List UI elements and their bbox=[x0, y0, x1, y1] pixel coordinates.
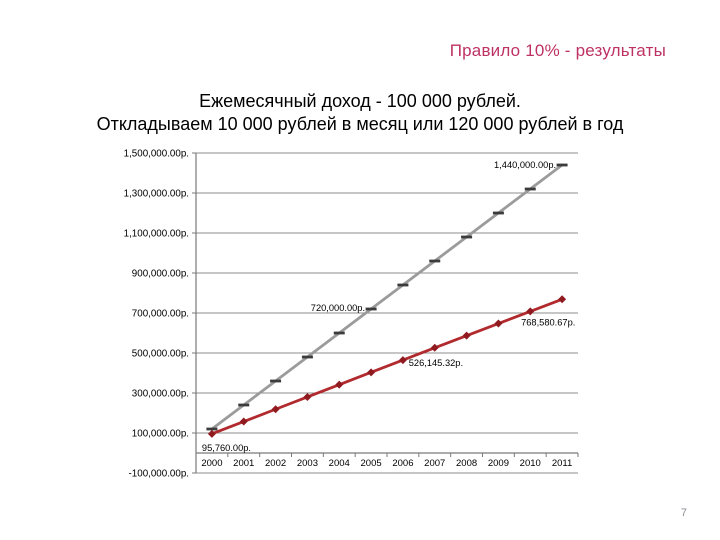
gray-line-marker bbox=[270, 379, 282, 383]
data-point-label: 768,580.67р. bbox=[521, 317, 575, 327]
data-point-label: 526,145.32р. bbox=[409, 358, 463, 368]
gray-line-marker bbox=[206, 427, 218, 431]
x-axis-year-label: 2001 bbox=[233, 458, 254, 469]
red-line-marker bbox=[430, 343, 439, 352]
y-axis-tick-label: 1,100,000.00р. bbox=[124, 229, 189, 240]
data-point-label: 720,000.00р. bbox=[311, 303, 365, 313]
red-line-marker bbox=[494, 319, 503, 328]
red-line-marker bbox=[462, 331, 471, 340]
gray-line-marker bbox=[492, 211, 504, 215]
x-axis-year-label: 2010 bbox=[520, 458, 541, 469]
x-axis-year-label: 2008 bbox=[456, 458, 477, 469]
y-axis-tick-label: 700,000.00р. bbox=[132, 309, 189, 320]
gray-line-marker bbox=[301, 355, 313, 359]
x-axis-year-label: 2000 bbox=[201, 458, 222, 469]
y-axis-tick-label: 1,500,000.00р. bbox=[124, 149, 189, 160]
gray-line-marker bbox=[556, 163, 568, 167]
x-axis-year-label: 2005 bbox=[361, 458, 382, 469]
gray-line-marker bbox=[397, 283, 409, 287]
red-line-path bbox=[210, 297, 564, 436]
red-line-marker bbox=[239, 417, 248, 426]
x-axis-year-label: 2011 bbox=[552, 458, 572, 469]
red-line-marker bbox=[335, 380, 344, 389]
gray-line-marker bbox=[238, 403, 250, 407]
x-axis-year-label: 2003 bbox=[297, 458, 318, 469]
x-axis-year-label: 2002 bbox=[265, 458, 286, 469]
gray-line-marker bbox=[429, 259, 441, 263]
slide-title: Правило 10% - результаты bbox=[449, 41, 666, 60]
data-point-label: 1,440,000.00р. bbox=[494, 160, 556, 170]
gray-line-path bbox=[210, 163, 564, 431]
subtitle-line-1: Ежемесячный доход - 100 000 рублей. bbox=[199, 91, 521, 111]
red-line-marker bbox=[271, 405, 280, 414]
data-point-label: 95,760.00р. bbox=[202, 443, 251, 453]
gray-line-marker bbox=[461, 235, 473, 239]
red-line-marker bbox=[558, 295, 567, 304]
slide-subtitle: Ежемесячный доход - 100 000 рублей. Откл… bbox=[0, 90, 720, 136]
red-line-marker bbox=[303, 392, 312, 401]
page-number: 7 bbox=[680, 507, 687, 519]
x-axis-year-label: 2009 bbox=[488, 458, 509, 469]
y-axis-tick-label: 500,000.00р. bbox=[132, 349, 189, 360]
x-axis-year-label: 2004 bbox=[329, 458, 350, 469]
y-axis-tick-label: 1,300,000.00р. bbox=[124, 189, 189, 200]
x-axis-year-label: 2006 bbox=[392, 458, 413, 469]
gray-line-marker bbox=[365, 307, 377, 311]
x-axis-year-label: 2007 bbox=[424, 458, 445, 469]
subtitle-line-2: Откладываем 10 000 рублей в месяц или 12… bbox=[96, 114, 624, 134]
gray-line-marker bbox=[333, 331, 345, 335]
y-axis-tick-label: 900,000.00р. bbox=[132, 269, 189, 280]
red-line-marker bbox=[526, 307, 535, 316]
red-line-marker bbox=[207, 429, 216, 438]
red-line-marker bbox=[367, 368, 376, 377]
y-axis-tick-label: -100,000.00р. bbox=[129, 469, 189, 480]
y-axis-tick-label: 100,000.00р. bbox=[132, 429, 189, 440]
red-line-marker bbox=[398, 356, 407, 365]
y-axis-tick-label: 300,000.00р. bbox=[132, 389, 189, 400]
gray-line-marker bbox=[524, 187, 536, 191]
